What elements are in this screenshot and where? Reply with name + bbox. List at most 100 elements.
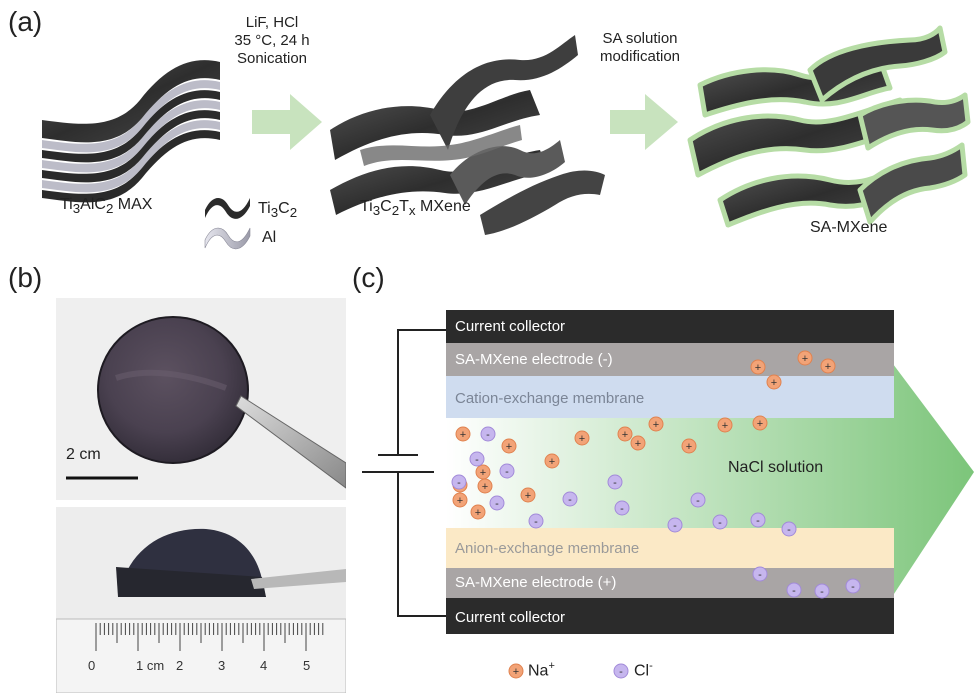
current-collector-top bbox=[446, 310, 894, 343]
na-ion-sign-9: + bbox=[579, 433, 585, 445]
na-ion-sign-10: + bbox=[622, 429, 628, 441]
cl-ion-10 bbox=[690, 492, 706, 508]
film-disc-icon bbox=[97, 316, 249, 464]
cl-ion-16 bbox=[814, 583, 830, 599]
na-ion-11 bbox=[648, 416, 664, 432]
ruler-labels: 0 1 cm 2 3 4 5 bbox=[88, 658, 328, 676]
step-1-line-1: LiF, HCl bbox=[245, 14, 299, 31]
cl-ion-14 bbox=[752, 566, 768, 582]
cl-ion-sign-9: - bbox=[673, 520, 677, 532]
na-legend-label: Na+ bbox=[528, 660, 555, 680]
electrode-negative bbox=[446, 343, 894, 376]
na-ion-sign-15: + bbox=[549, 456, 555, 468]
ruler-label-0: 0 bbox=[88, 658, 96, 673]
cation-exchange-membrane bbox=[446, 376, 894, 418]
na-ion-legend-icon bbox=[508, 663, 524, 679]
na-ion-sign-8: + bbox=[525, 490, 531, 502]
tweezers-icon bbox=[235, 395, 346, 489]
ruler-label-1: 1 cm bbox=[136, 658, 165, 673]
cl-ion-13 bbox=[781, 521, 797, 537]
step-2-line-2: modification bbox=[599, 48, 681, 65]
na-ion-1 bbox=[766, 374, 782, 390]
na-ion-16 bbox=[630, 435, 646, 451]
max-label: Ti3AlC2 MAX bbox=[60, 196, 153, 217]
na-ion-13 bbox=[717, 417, 733, 433]
cl-ion-sign-17: - bbox=[851, 581, 855, 593]
circuit-wires bbox=[362, 329, 446, 617]
cdi-cell-diagram: ++++++++++++++++++++------------------ bbox=[362, 310, 974, 634]
cl-ion-11 bbox=[712, 514, 728, 530]
cl-ion-0 bbox=[480, 426, 496, 442]
cl-ion-5 bbox=[528, 513, 544, 529]
na-ion-sign-18: + bbox=[475, 507, 481, 519]
na-ion-sign-16: + bbox=[635, 438, 641, 450]
na-ion-sign-3: + bbox=[825, 361, 831, 373]
cl-ion-8 bbox=[614, 500, 630, 516]
cl-ion-sign-2: - bbox=[505, 466, 509, 478]
ion-legend-icons: + - bbox=[508, 663, 629, 679]
na-ion-0 bbox=[750, 359, 766, 375]
anion-exchange-membrane bbox=[446, 528, 894, 568]
cl-ion-sign-5: - bbox=[534, 516, 538, 528]
cl-ion-4 bbox=[489, 495, 505, 511]
al-legend-label: Al bbox=[262, 229, 277, 246]
na-ion-sign-14: + bbox=[757, 418, 763, 430]
na-ion-sign-19: + bbox=[457, 495, 463, 507]
cl-ion-sign-7: - bbox=[613, 477, 617, 489]
na-ion-12 bbox=[681, 438, 697, 454]
current-collector-bottom bbox=[446, 598, 894, 634]
mxene-label: Ti3C2Tx MXene bbox=[360, 198, 471, 219]
cation-membrane-label: Cation-exchange membrane bbox=[455, 390, 645, 407]
cl-ion-9 bbox=[667, 517, 683, 533]
panel-c-label: (c) bbox=[352, 262, 385, 293]
electrode-positive-label: SA-MXene electrode (+) bbox=[455, 574, 617, 591]
na-ion-4 bbox=[455, 426, 471, 442]
cl-ion-sign-15: - bbox=[792, 585, 796, 597]
cl-ion-sign-14: - bbox=[758, 569, 762, 581]
na-ion-sign-13: + bbox=[722, 420, 728, 432]
cl-ion-2 bbox=[499, 463, 515, 479]
cl-ion-legend-icon bbox=[613, 663, 629, 679]
current-collector-bottom-label: Current collector bbox=[455, 609, 566, 626]
panel-a-diagram bbox=[42, 25, 971, 250]
cl-ion-1 bbox=[469, 451, 485, 467]
cl-ion-sign-8: - bbox=[620, 503, 624, 515]
cl-ion-17 bbox=[845, 578, 861, 594]
anion-membrane-label: Anion-exchange membrane bbox=[455, 540, 640, 557]
cl-ion-sign-10: - bbox=[696, 495, 700, 507]
film-photo bbox=[56, 298, 346, 500]
cl-ion-sign-13: - bbox=[787, 524, 791, 536]
sa-mxene-sheets-icon bbox=[687, 25, 971, 228]
panel-a-label: (a) bbox=[8, 6, 43, 37]
mxene-sheets-icon bbox=[330, 35, 605, 235]
electrode-negative-label: SA-MXene electrode (-) bbox=[455, 351, 613, 368]
al-legend-icon bbox=[204, 227, 251, 250]
na-ion-5 bbox=[501, 438, 517, 454]
ruler-label-4: 4 bbox=[260, 658, 268, 673]
step-1-conditions: LiF, HCl 35 °C, 24 h Sonication bbox=[222, 14, 322, 68]
step-2-line-1: SA solution bbox=[602, 30, 678, 47]
cl-ion-sign-4: - bbox=[495, 498, 499, 510]
cl-ion-7 bbox=[607, 474, 623, 490]
na-ion-sign-5: + bbox=[506, 441, 512, 453]
arrow-2-icon bbox=[610, 94, 678, 150]
step-1-line-2: 35 °C, 24 h bbox=[234, 32, 310, 49]
step-2-conditions: SA solution modification bbox=[585, 30, 695, 66]
ruler-label-2: 2 bbox=[176, 658, 184, 673]
step-1-line-3: Sonication bbox=[236, 50, 308, 67]
na-ion-legend-sign: + bbox=[513, 666, 519, 678]
cl-ion-6 bbox=[562, 491, 578, 507]
na-ion-sign-6: + bbox=[480, 467, 486, 479]
ruler-label-3: 3 bbox=[218, 658, 226, 673]
ruler-label-5: 5 bbox=[303, 658, 311, 673]
na-ion-sign-0: + bbox=[755, 362, 761, 374]
na-ion-2 bbox=[797, 350, 813, 366]
panel-b-label: (b) bbox=[8, 262, 43, 293]
na-ion-18 bbox=[470, 504, 486, 520]
ti3c2-legend-icon bbox=[205, 198, 250, 219]
na-ion-15 bbox=[544, 453, 560, 469]
cl-ion-sign-11: - bbox=[718, 517, 722, 529]
na-ion-17 bbox=[477, 478, 493, 494]
solution-label: NaCl solution bbox=[728, 459, 824, 476]
cl-ion-sign-0: - bbox=[486, 429, 490, 441]
